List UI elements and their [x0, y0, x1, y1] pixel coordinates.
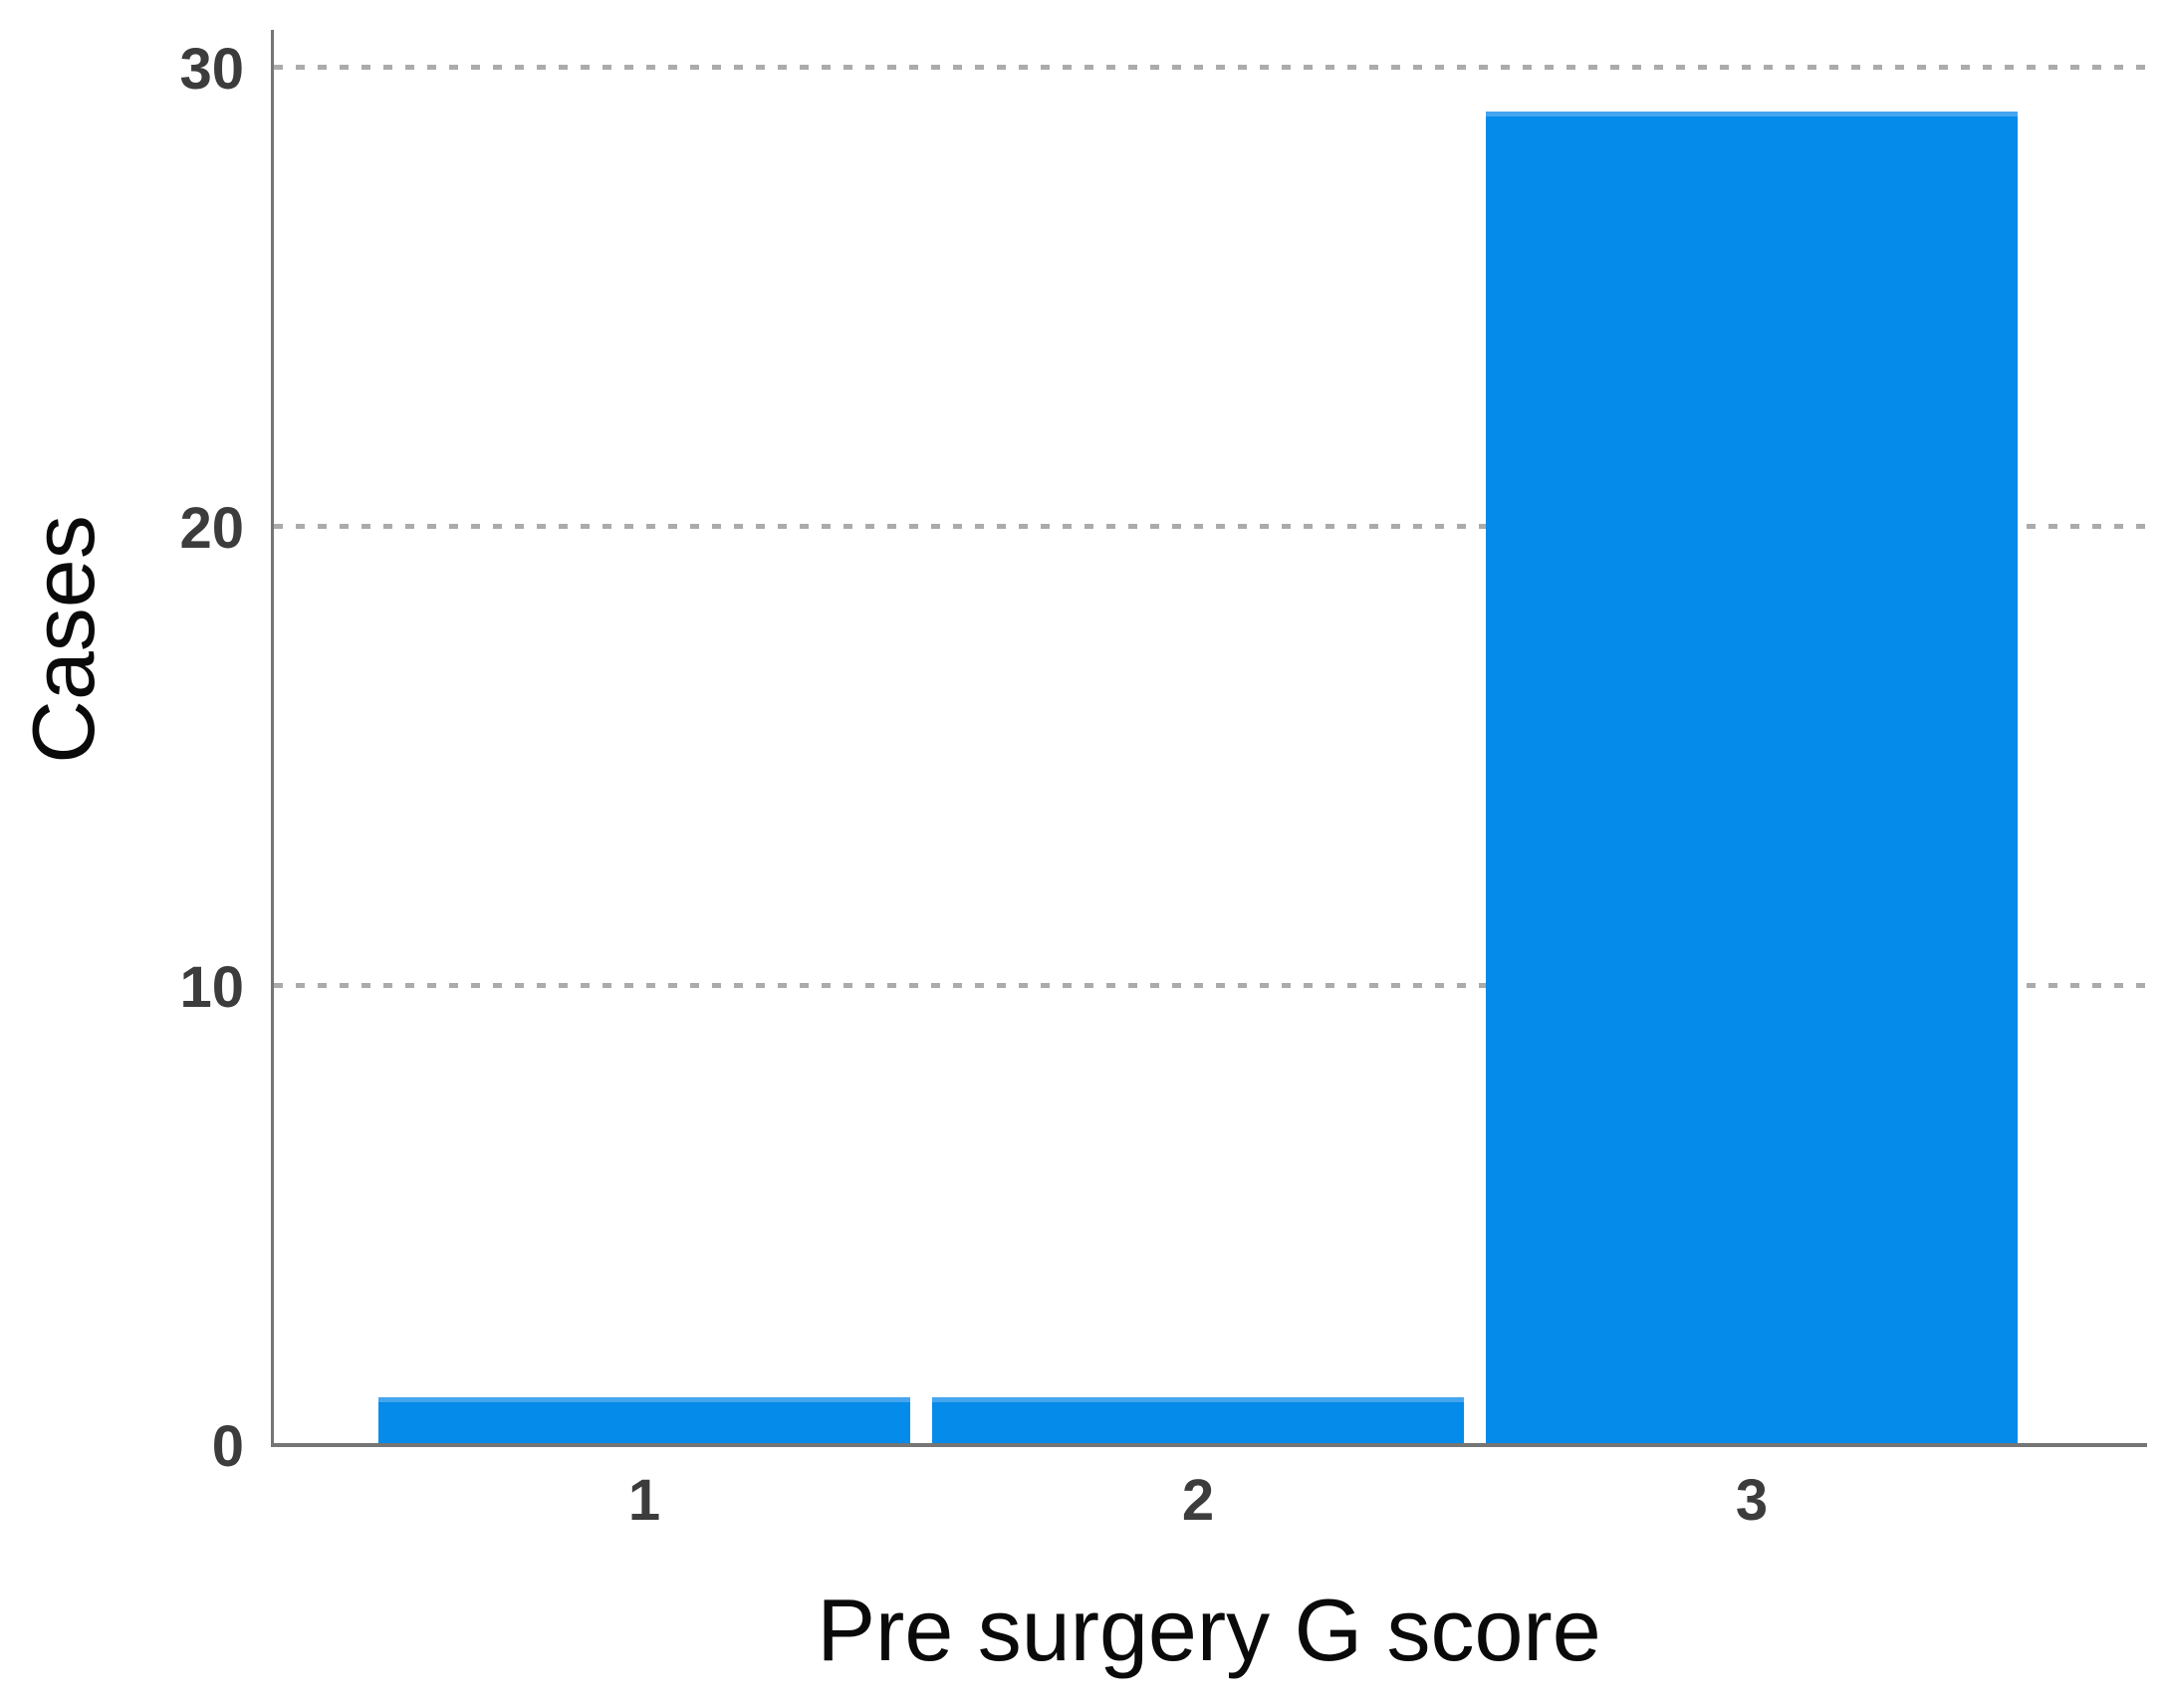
y-tick-label-10: 10	[179, 955, 244, 1020]
y-tick-label-0: 0	[211, 1414, 244, 1479]
x-tick-label-3: 3	[1735, 1468, 1769, 1533]
y-tick-label-20: 20	[179, 496, 244, 561]
bar-category-3	[1486, 112, 2018, 1443]
x-axis-title: Pre surgery G score	[817, 1581, 1601, 1679]
bar-category-1	[378, 1397, 910, 1443]
y-tick-label-30: 30	[179, 37, 244, 102]
plot-area	[271, 30, 2147, 1447]
gridline-10	[274, 983, 2147, 988]
x-tick-label-2: 2	[1181, 1468, 1215, 1533]
x-tick-label-1: 1	[627, 1468, 661, 1533]
bar-category-2	[932, 1397, 1464, 1443]
gridline-30	[274, 65, 2147, 70]
gridline-20	[274, 524, 2147, 529]
